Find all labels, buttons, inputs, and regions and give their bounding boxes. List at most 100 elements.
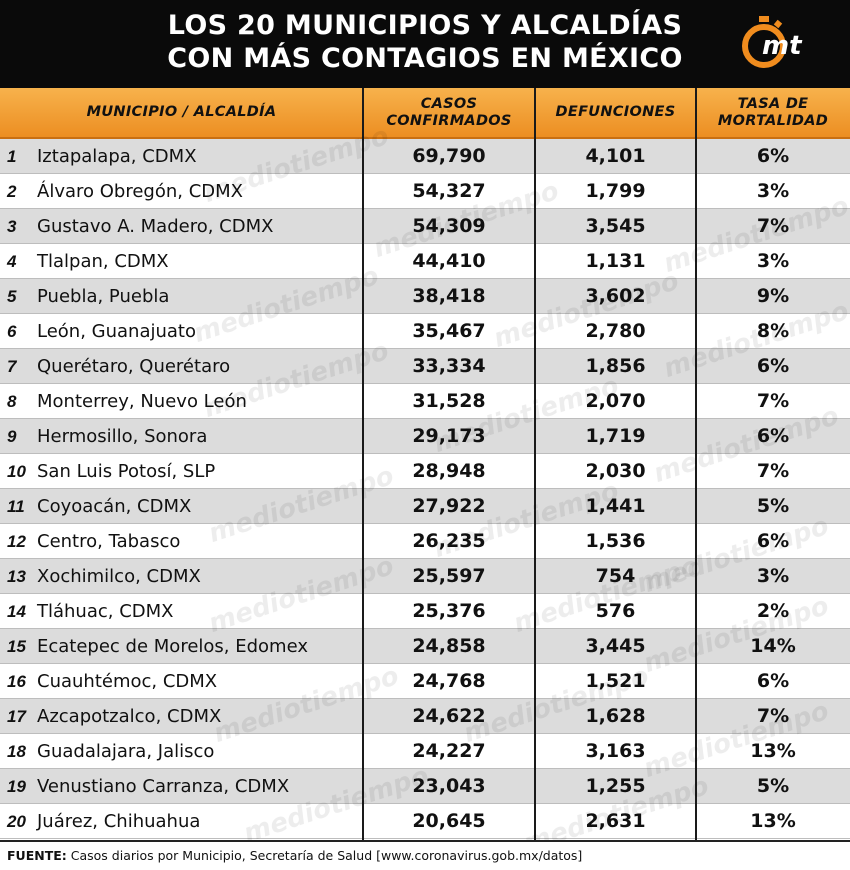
tasa-cell: 7% bbox=[756, 215, 790, 237]
casos-cell: 44,410 bbox=[412, 250, 486, 272]
table-row: 16 Cuauhtémoc, CDMX 24,768 1,521 6% bbox=[0, 664, 850, 699]
tasa-cell: 7% bbox=[756, 705, 790, 727]
title-line-2: CON MÁS CONTAGIOS EN MÉXICO bbox=[167, 43, 683, 74]
defunciones-cell: 4,101 bbox=[585, 145, 646, 167]
municipio-cell: Azcapotzalco, CDMX bbox=[37, 706, 222, 727]
tasa-cell: 5% bbox=[756, 495, 790, 517]
municipio-cell: Tláhuac, CDMX bbox=[37, 601, 174, 622]
rank-cell: 3 bbox=[7, 217, 17, 236]
casos-cell: 38,418 bbox=[412, 285, 486, 307]
municipio-cell: Álvaro Obregón, CDMX bbox=[37, 181, 243, 202]
defunciones-cell: 1,441 bbox=[585, 495, 646, 517]
defunciones-cell: 2,030 bbox=[585, 460, 646, 482]
rank-cell: 1 bbox=[7, 147, 17, 166]
municipio-cell: León, Guanajuato bbox=[37, 321, 196, 342]
table-row: 20 Juárez, Chihuahua 20,645 2,631 13% bbox=[0, 804, 850, 839]
table-row: 9 Hermosillo, Sonora 29,173 1,719 6% bbox=[0, 419, 850, 454]
defunciones-cell: 576 bbox=[595, 600, 636, 622]
tasa-cell: 9% bbox=[756, 285, 790, 307]
casos-cell: 24,768 bbox=[412, 670, 486, 692]
rank-cell: 7 bbox=[7, 357, 17, 376]
tasa-cell: 3% bbox=[756, 250, 790, 272]
tasa-cell: 6% bbox=[756, 670, 790, 692]
casos-cell: 28,948 bbox=[412, 460, 486, 482]
table-row: 18 Guadalajara, Jalisco 24,227 3,163 13% bbox=[0, 734, 850, 769]
defunciones-cell: 2,780 bbox=[585, 320, 646, 342]
tasa-cell: 6% bbox=[756, 530, 790, 552]
municipio-cell: Puebla, Puebla bbox=[37, 286, 170, 307]
rank-cell: 9 bbox=[7, 427, 17, 446]
casos-cell: 26,235 bbox=[412, 530, 486, 552]
municipio-cell: San Luis Potosí, SLP bbox=[37, 461, 216, 482]
col-header-casos: CASOS CONFIRMADOS bbox=[386, 95, 512, 129]
municipio-cell: Centro, Tabasco bbox=[37, 531, 181, 552]
casos-cell: 23,043 bbox=[412, 775, 486, 797]
casos-cell: 24,622 bbox=[412, 705, 486, 727]
defunciones-cell: 1,799 bbox=[585, 180, 646, 202]
tasa-cell: 5% bbox=[756, 775, 790, 797]
tasa-cell: 3% bbox=[756, 565, 790, 587]
rank-cell: 20 bbox=[7, 812, 26, 831]
rank-cell: 11 bbox=[7, 497, 25, 516]
column-divider bbox=[695, 88, 697, 840]
tasa-cell: 7% bbox=[756, 390, 790, 412]
defunciones-cell: 3,445 bbox=[585, 635, 646, 657]
casos-cell: 25,597 bbox=[412, 565, 486, 587]
defunciones-cell: 1,255 bbox=[585, 775, 646, 797]
col-header-defunciones: DEFUNCIONES bbox=[555, 104, 676, 120]
municipio-cell: Querétaro, Querétaro bbox=[37, 356, 231, 377]
logo-text: mt bbox=[762, 31, 803, 61]
municipio-cell: Venustiano Carranza, CDMX bbox=[37, 776, 290, 797]
stopwatch-logo-icon: mt bbox=[742, 16, 803, 68]
rank-cell: 18 bbox=[7, 742, 26, 761]
table-row: 13 Xochimilco, CDMX 25,597 754 3% bbox=[0, 559, 850, 594]
table-row: 11 Coyoacán, CDMX 27,922 1,441 5% bbox=[0, 489, 850, 524]
table-row: 2 Álvaro Obregón, CDMX 54,327 1,799 3% bbox=[0, 174, 850, 209]
municipio-cell: Cuauhtémoc, CDMX bbox=[37, 671, 218, 692]
municipio-cell: Tlalpan, CDMX bbox=[37, 251, 169, 272]
rank-cell: 15 bbox=[7, 637, 26, 656]
defunciones-cell: 3,545 bbox=[585, 215, 646, 237]
column-divider bbox=[534, 88, 536, 840]
municipio-cell: Hermosillo, Sonora bbox=[37, 426, 208, 447]
defunciones-cell: 2,631 bbox=[585, 810, 646, 832]
rank-cell: 6 bbox=[7, 322, 17, 341]
rank-cell: 4 bbox=[7, 252, 17, 271]
rank-cell: 16 bbox=[7, 672, 26, 691]
tasa-cell: 3% bbox=[756, 180, 790, 202]
table-row: 7 Querétaro, Querétaro 33,334 1,856 6% bbox=[0, 349, 850, 384]
municipio-cell: Gustavo A. Madero, CDMX bbox=[37, 216, 274, 237]
defunciones-cell: 1,536 bbox=[585, 530, 646, 552]
defunciones-cell: 1,131 bbox=[585, 250, 646, 272]
table-row: 17 Azcapotzalco, CDMX 24,622 1,628 7% bbox=[0, 699, 850, 734]
rank-cell: 5 bbox=[7, 287, 17, 306]
defunciones-cell: 1,719 bbox=[585, 425, 646, 447]
tasa-cell: 2% bbox=[756, 600, 790, 622]
table-header: MUNICIPIO / ALCALDÍA CASOS CONFIRMADOS DE… bbox=[0, 88, 850, 139]
table-row: 12 Centro, Tabasco 26,235 1,536 6% bbox=[0, 524, 850, 559]
casos-cell: 33,334 bbox=[412, 355, 486, 377]
rank-cell: 12 bbox=[7, 532, 26, 551]
rank-cell: 17 bbox=[7, 707, 26, 726]
footer-text: Casos diarios por Municipio, Secretaría … bbox=[70, 848, 583, 863]
tasa-cell: 13% bbox=[750, 740, 796, 762]
rank-cell: 14 bbox=[7, 602, 26, 621]
municipio-cell: Ecatepec de Morelos, Edomex bbox=[37, 636, 308, 657]
table-row: 6 León, Guanajuato 35,467 2,780 8% bbox=[0, 314, 850, 349]
tasa-cell: 6% bbox=[756, 355, 790, 377]
defunciones-cell: 2,070 bbox=[585, 390, 646, 412]
table-row: 14 Tláhuac, CDMX 25,376 576 2% bbox=[0, 594, 850, 629]
tasa-cell: 13% bbox=[750, 810, 796, 832]
table-row: 5 Puebla, Puebla 38,418 3,602 9% bbox=[0, 279, 850, 314]
defunciones-cell: 754 bbox=[595, 565, 636, 587]
defunciones-cell: 3,602 bbox=[585, 285, 646, 307]
title-line-1: LOS 20 MUNICIPIOS Y ALCALDÍAS bbox=[167, 10, 683, 41]
table-row: 4 Tlalpan, CDMX 44,410 1,131 3% bbox=[0, 244, 850, 279]
casos-cell: 25,376 bbox=[412, 600, 486, 622]
table-row: 3 Gustavo A. Madero, CDMX 54,309 3,545 7% bbox=[0, 209, 850, 244]
column-divider bbox=[362, 88, 364, 840]
title-bar: LOS 20 MUNICIPIOS Y ALCALDÍAS CON MÁS CO… bbox=[0, 0, 850, 88]
tasa-cell: 6% bbox=[756, 425, 790, 447]
rank-cell: 13 bbox=[7, 567, 26, 586]
rank-cell: 8 bbox=[7, 392, 17, 411]
